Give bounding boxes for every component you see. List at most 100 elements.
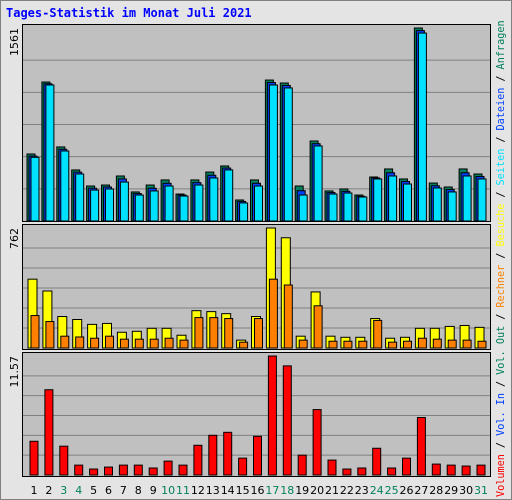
x-tick-label: 17: [265, 484, 279, 497]
bar: [476, 464, 486, 476]
bar: [462, 339, 472, 349]
legend-separator: /: [496, 253, 507, 259]
bar: [373, 178, 383, 222]
bar: [447, 339, 457, 349]
bar: [358, 196, 368, 222]
bar: [239, 341, 249, 349]
bar: [209, 317, 219, 349]
bar: [178, 464, 188, 476]
bar: [388, 341, 398, 349]
x-tick-label: 23: [355, 484, 369, 497]
bar: [164, 185, 174, 222]
bar: [105, 335, 114, 349]
x-tick-label: 29: [444, 484, 458, 497]
x-tick-label: 27: [414, 484, 428, 497]
x-tick-label: 9: [150, 484, 157, 497]
bar: [29, 440, 39, 476]
bar: [417, 337, 427, 349]
bar: [373, 319, 383, 349]
bar: [432, 338, 442, 349]
bar: [134, 338, 144, 349]
bar: [105, 188, 114, 222]
bar: [372, 447, 382, 476]
x-tick-label: 12: [191, 484, 205, 497]
x-tick-label: 15: [236, 484, 250, 497]
x-tick-label: 31: [474, 484, 488, 497]
bar: [343, 192, 353, 222]
bar: [388, 175, 398, 222]
bar: [312, 409, 322, 476]
bar: [283, 87, 293, 222]
x-tick-label: 10: [161, 484, 175, 497]
bar: [446, 464, 456, 476]
bar: [119, 181, 129, 222]
x-tick-label: 30: [459, 484, 473, 497]
bar: [239, 202, 249, 222]
bar: [74, 464, 84, 476]
bar: [477, 340, 487, 349]
x-tick-label: 14: [221, 484, 235, 497]
bar: [118, 464, 128, 476]
bar: [224, 169, 234, 222]
bar: [342, 468, 352, 476]
legend: Volumen / Vol. In / Vol. Out / Rechner / Besuche…: [496, 20, 507, 497]
bar: [59, 445, 69, 476]
bar: [194, 317, 204, 349]
bar: [75, 173, 85, 222]
bar: [133, 464, 143, 476]
x-tick-label: 13: [206, 484, 220, 497]
x-tick-label: 16: [251, 484, 265, 497]
bar: [298, 339, 308, 349]
bar: [89, 468, 99, 476]
bar: [403, 183, 412, 222]
x-tick-label: 6: [105, 484, 112, 497]
bar: [90, 337, 100, 349]
bar: [357, 467, 367, 476]
x-tick-label: 21: [325, 484, 339, 497]
bar: [313, 145, 323, 222]
bar: [387, 467, 397, 476]
bar: [313, 305, 323, 349]
x-tick-label: 2: [45, 484, 52, 497]
bar: [163, 460, 173, 476]
bar: [134, 194, 144, 222]
bar: [254, 185, 263, 222]
y-tick-label: 762: [8, 228, 21, 249]
bar: [193, 444, 203, 476]
x-tick-label: 26: [400, 484, 414, 497]
x-tick-label: 20: [310, 484, 324, 497]
bar: [477, 178, 487, 222]
y-tick-label: 11.57: [8, 356, 21, 388]
bar: [209, 177, 219, 222]
legend-separator: /: [496, 191, 507, 197]
legend-separator: /: [496, 381, 507, 387]
bar: [328, 340, 338, 349]
bar: [60, 335, 70, 349]
bar: [44, 389, 54, 476]
bar: [149, 190, 159, 222]
x-tick-label: 24: [370, 484, 384, 497]
x-tick-label: 1: [31, 484, 38, 497]
legend-separator: /: [496, 314, 507, 320]
bar: [90, 189, 100, 222]
x-tick-label: 28: [429, 484, 443, 497]
legend-separator: /: [496, 442, 507, 448]
bar: [223, 431, 233, 476]
bar: [417, 32, 427, 222]
x-tick-label: 3: [60, 484, 67, 497]
bar: [402, 457, 411, 476]
bar: [298, 194, 308, 222]
x-tick-label: 18: [280, 484, 294, 497]
bar: [432, 187, 442, 222]
bar: [179, 195, 189, 222]
x-tick-label: 11: [176, 484, 190, 497]
bar: [462, 175, 472, 222]
x-tick-label: 8: [135, 484, 142, 497]
legend-entry: Dateien: [496, 88, 507, 131]
bar: [179, 339, 189, 349]
bar: [431, 463, 441, 476]
legend-separator: /: [496, 137, 507, 143]
bar: [253, 435, 262, 476]
bar: [267, 355, 277, 476]
